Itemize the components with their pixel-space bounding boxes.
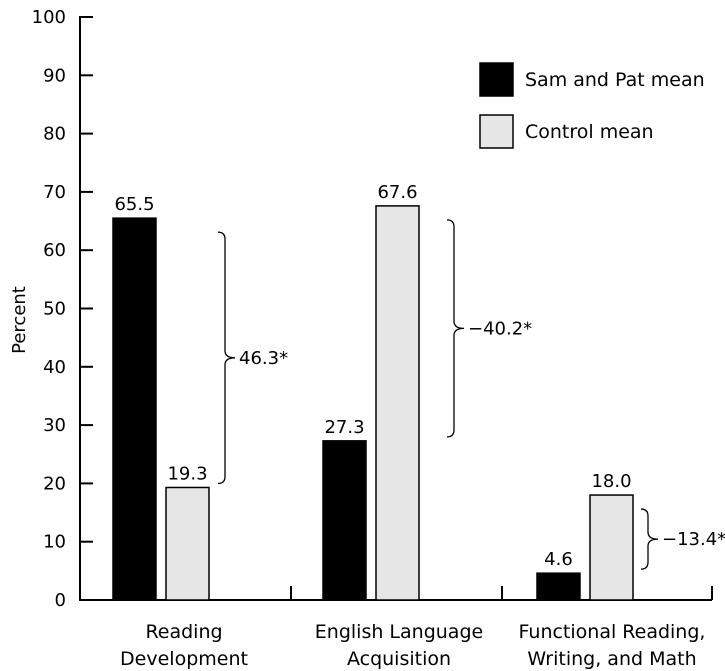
y-tick-label: 30 [43,415,66,436]
difference-label: −13.4* [662,529,725,550]
legend-swatch [479,62,514,97]
bar [322,440,367,601]
y-tick-label: 20 [43,473,66,494]
y-tick-label: 100 [32,7,66,28]
data-label: 4.6 [544,549,573,570]
category-label: English Language [315,621,483,643]
category-label: Functional Reading, [519,621,706,643]
y-tick-label: 90 [43,65,66,86]
category-label: Acquisition [347,648,451,670]
legend-swatch [479,114,514,149]
bar [375,205,420,601]
difference-label: 46.3* [239,348,288,369]
y-tick-label: 0 [55,590,66,611]
bar [165,486,210,601]
bar [536,572,581,601]
y-tick-label: 80 [43,124,66,145]
category-label: Development [120,648,248,670]
y-tick-label: 10 [43,532,66,553]
difference-label: −40.2* [468,318,532,339]
difference-brace [446,219,465,438]
bar [112,217,157,601]
bar [589,494,634,601]
data-label: 19.3 [167,463,207,484]
y-tick-label: 50 [43,299,66,320]
data-label: 18.0 [591,471,631,492]
category-label: Reading [145,621,222,643]
legend-label: Sam and Pat mean [525,69,705,91]
y-tick-label: 40 [43,357,66,378]
data-label: 65.5 [114,194,154,215]
y-tick-label: 60 [43,240,66,261]
data-label: 27.3 [324,417,364,438]
data-label: 67.6 [377,182,417,203]
legend-label: Control mean [525,121,654,143]
difference-brace [217,231,236,485]
y-tick-label: 70 [43,182,66,203]
y-axis-label: Percent [9,286,30,354]
difference-brace [640,508,659,570]
category-label: Writing, and Math [527,648,696,670]
